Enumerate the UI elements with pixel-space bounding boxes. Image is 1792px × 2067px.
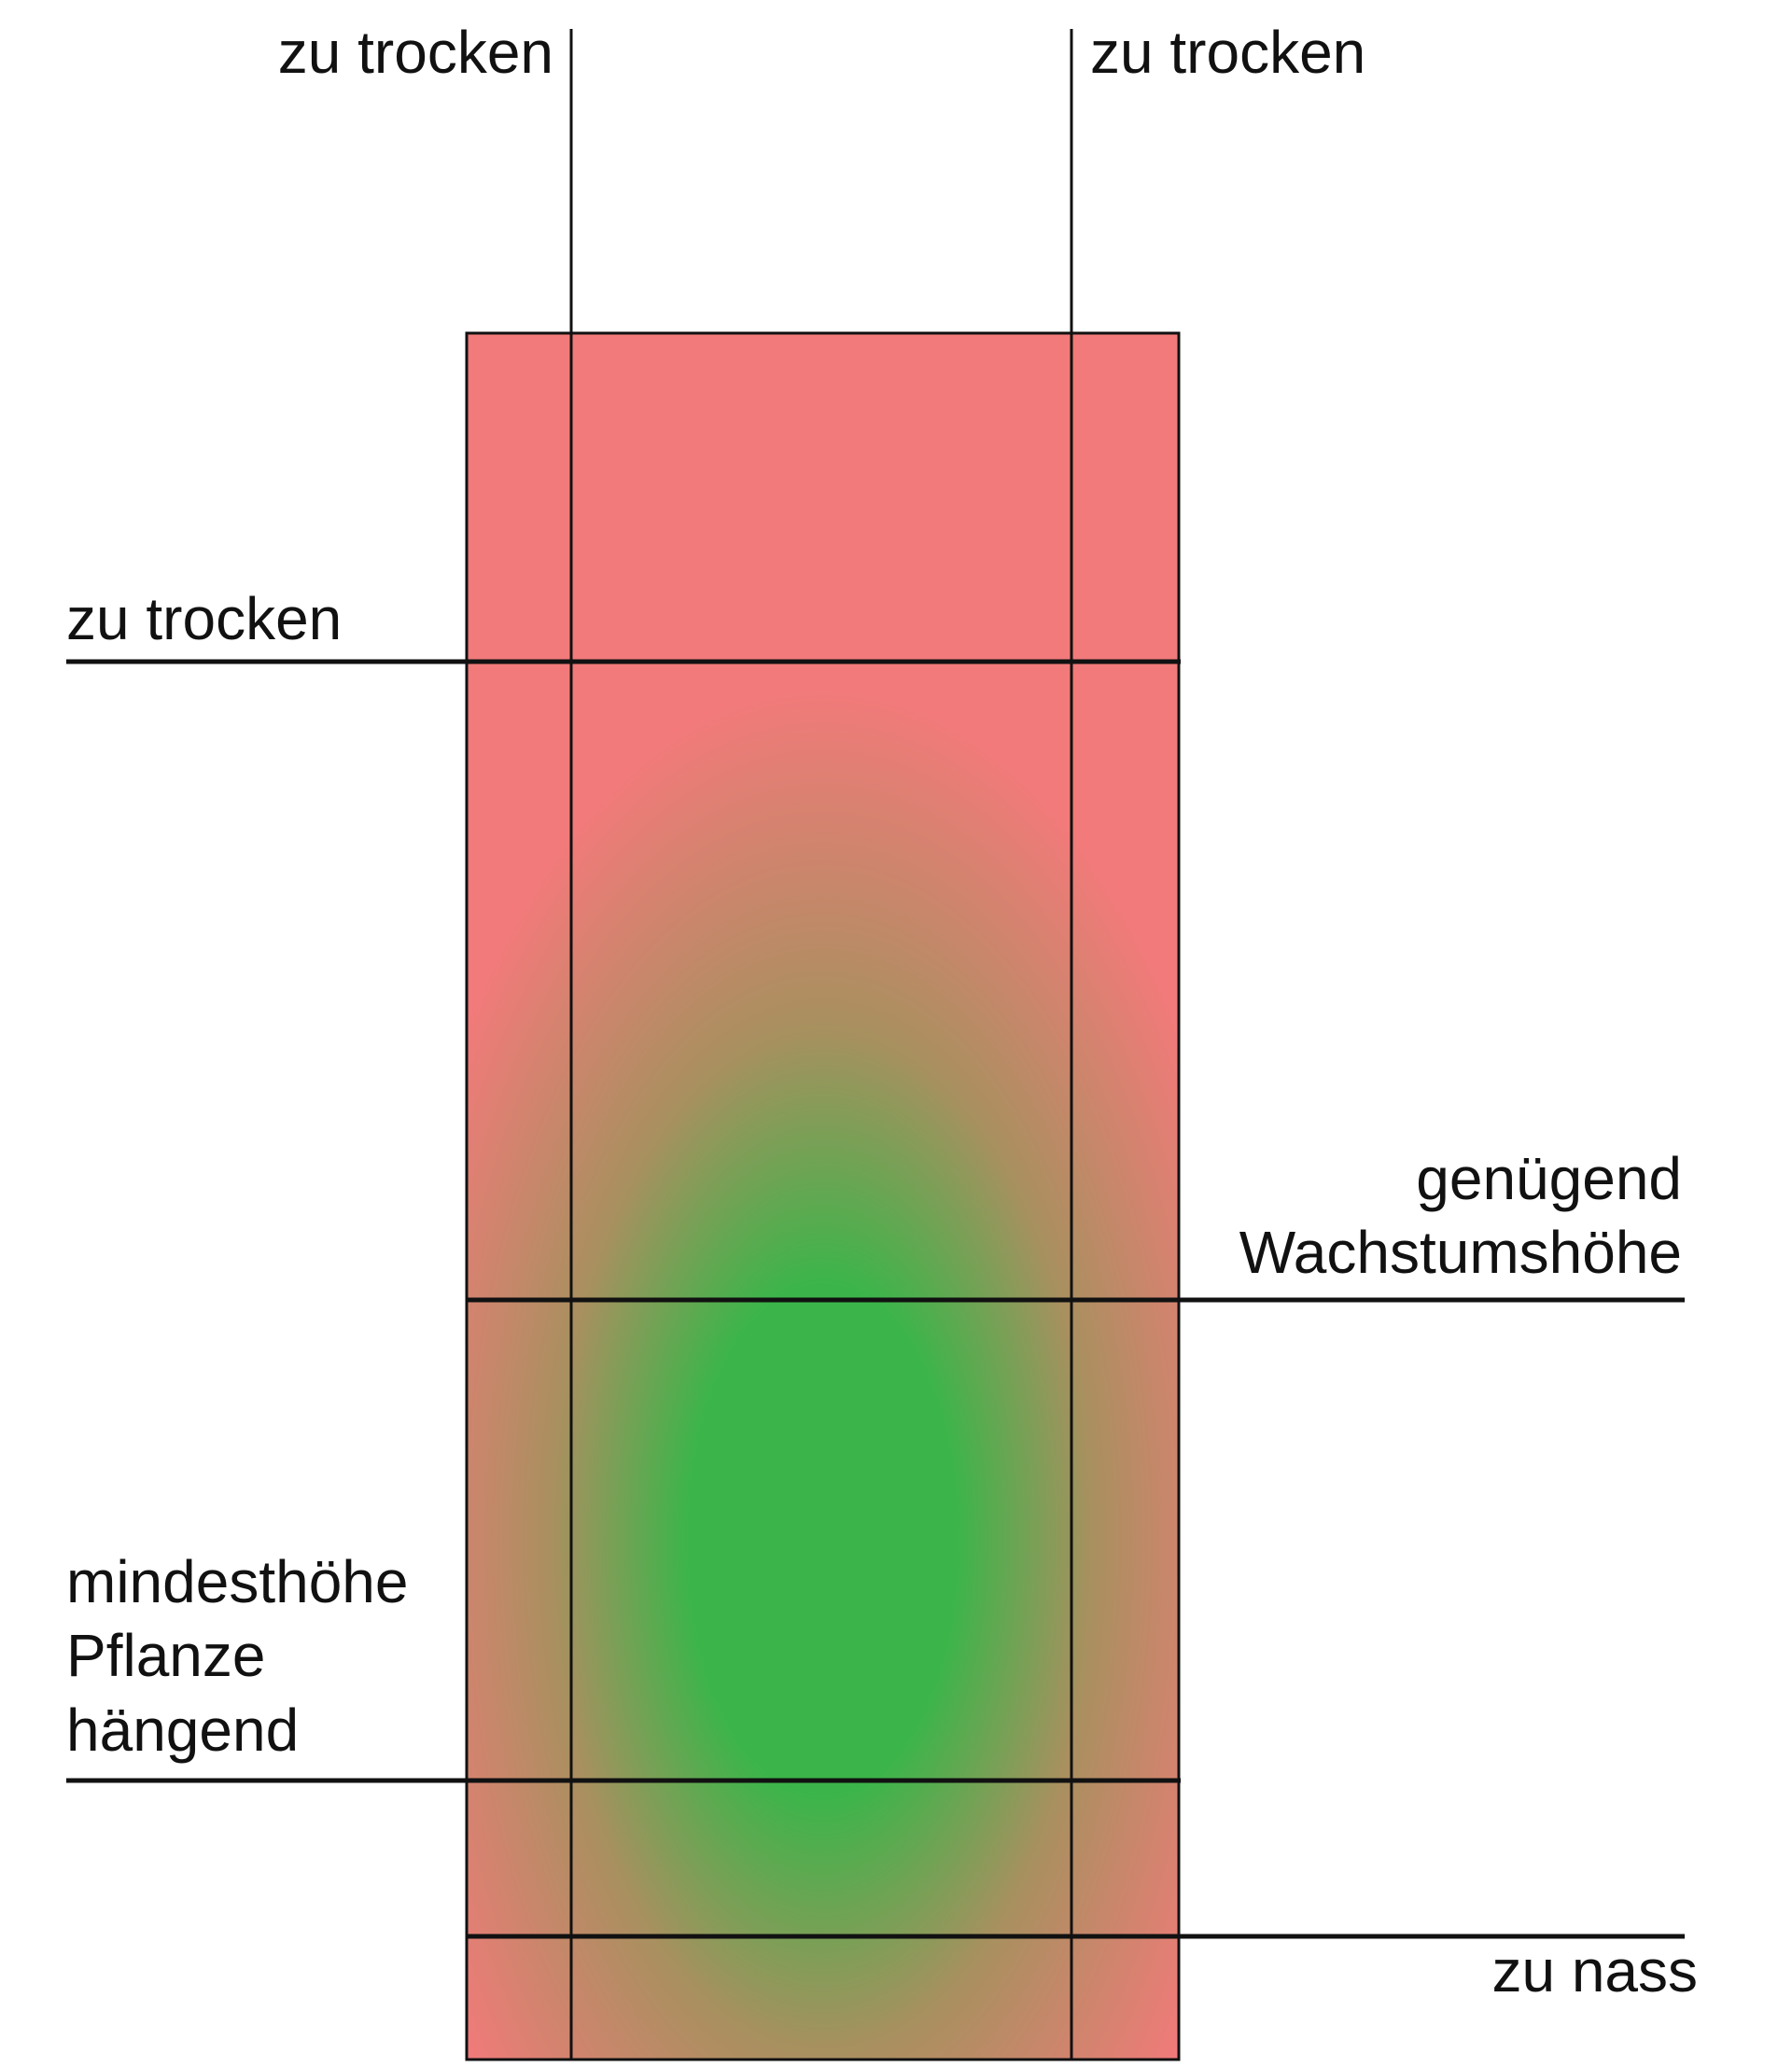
label: zu nass	[1491, 1937, 1698, 2004]
label: Wachstumshöhe	[1239, 1219, 1682, 1286]
label: zu trocken	[66, 585, 342, 652]
soil-block	[465, 331, 1181, 2061]
label: hängend	[66, 1697, 299, 1764]
label: Pflanze	[66, 1622, 265, 1689]
label: mindesthöhe	[66, 1548, 408, 1615]
label: genügend	[1416, 1145, 1682, 1212]
label: zu trocken	[1090, 19, 1365, 86]
label: zu trocken	[278, 19, 553, 86]
